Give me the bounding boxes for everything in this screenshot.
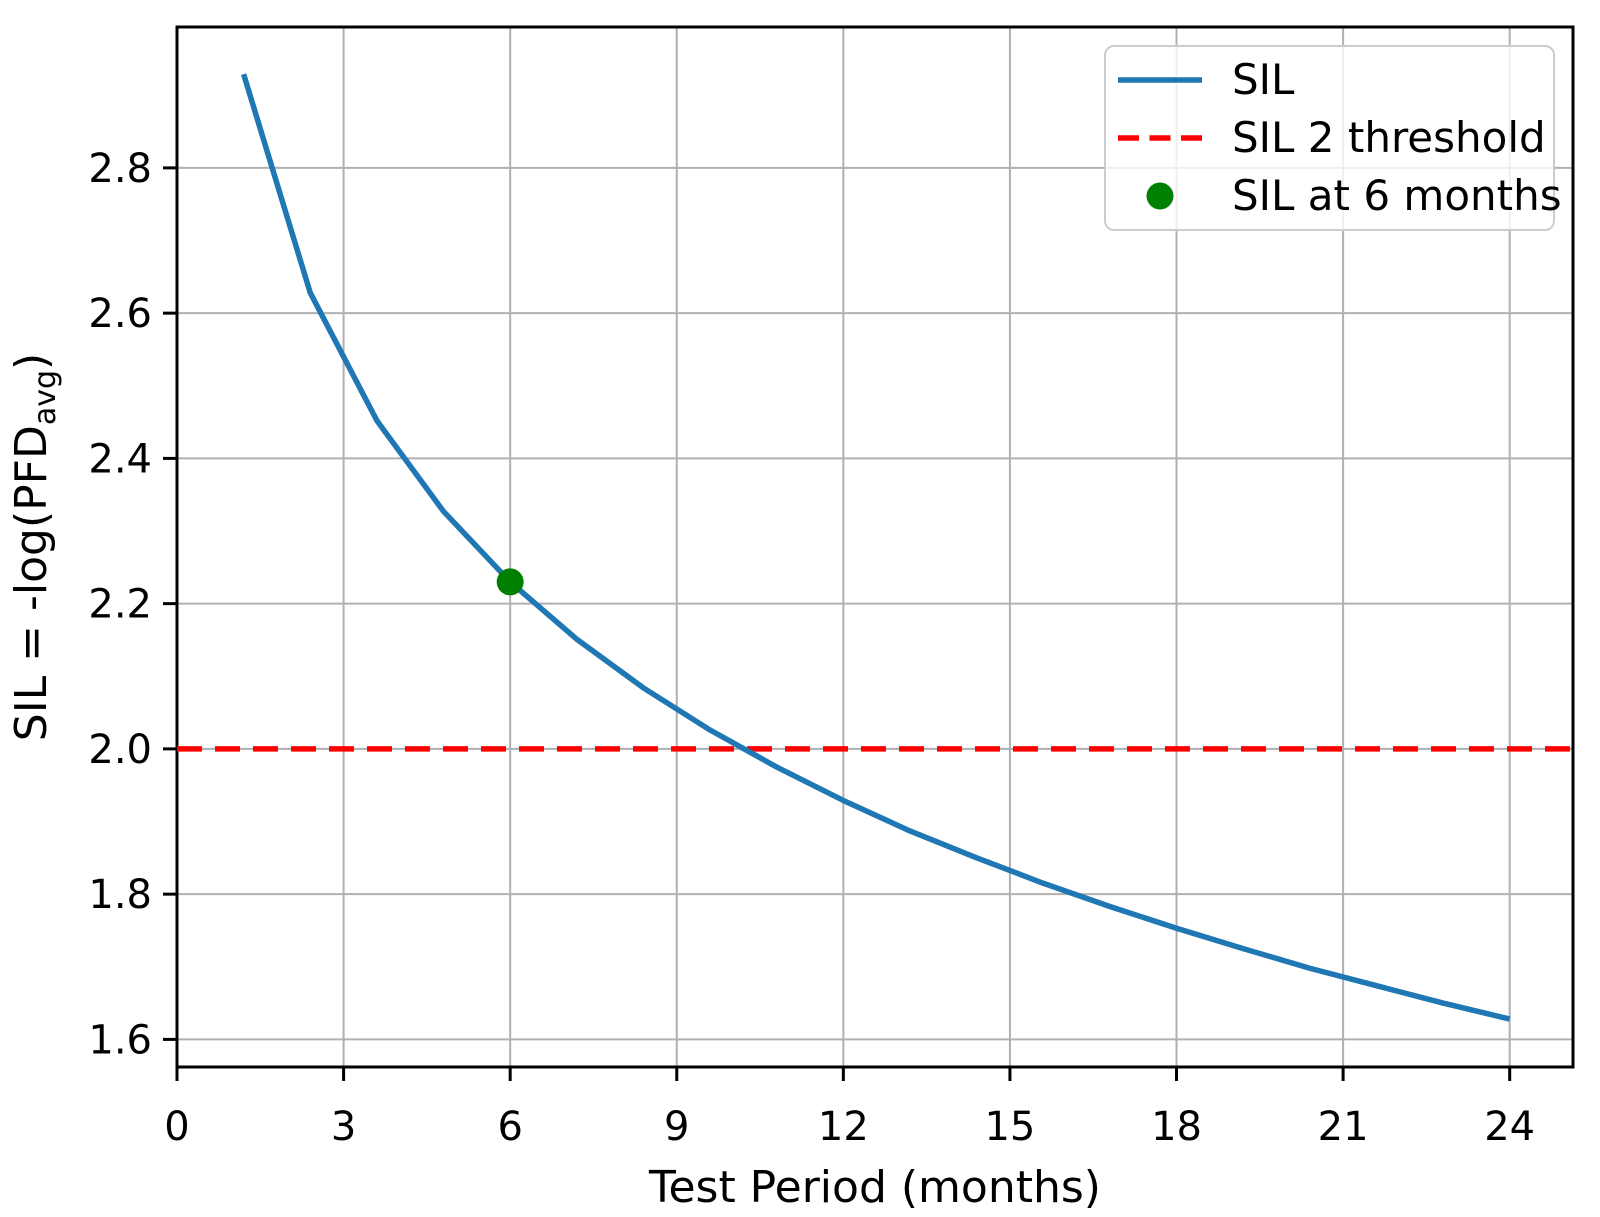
legend-label-marker: SIL at 6 months <box>1232 171 1562 220</box>
legend-item-threshold: SIL 2 threshold <box>1118 113 1546 162</box>
y-tick-labels: 1.6 1.8 2.0 2.2 2.4 2.6 2.8 <box>88 146 152 1064</box>
x-tick-label: 0 <box>164 1104 189 1150</box>
x-tick-label: 18 <box>1151 1104 1202 1150</box>
legend-item-sil: SIL <box>1118 55 1295 104</box>
sil-line <box>241 73 1511 1022</box>
y-axis-label-close: ) <box>6 353 57 370</box>
legend-item-marker: SIL at 6 months <box>1146 171 1562 220</box>
x-axis-label: Test Period (months) <box>648 1162 1101 1213</box>
x-tick-label: 9 <box>664 1104 689 1150</box>
legend: SIL SIL 2 threshold SIL at 6 months <box>1104 45 1562 231</box>
x-tick-label: 21 <box>1318 1104 1369 1150</box>
legend-box <box>1104 45 1555 231</box>
y-axis-label-main: SIL = -log(PFD <box>6 425 57 741</box>
x-ticks <box>175 1067 1512 1081</box>
y-tick-label: 2.4 <box>88 436 152 482</box>
y-tick-label: 1.8 <box>88 872 152 918</box>
x-tick-label: 15 <box>984 1104 1035 1150</box>
legend-sample-marker-dot <box>1146 182 1174 210</box>
sil-6-month-marker-dot <box>496 568 524 596</box>
y-tick-label: 2.6 <box>88 291 152 337</box>
legend-label-sil: SIL <box>1232 55 1295 104</box>
plot-border <box>175 25 1575 1069</box>
legend-label-threshold: SIL 2 threshold <box>1232 113 1546 162</box>
y-tick-label: 1.6 <box>88 1017 152 1063</box>
x-tick-labels: 0 3 6 9 12 15 18 21 24 <box>164 1104 1535 1150</box>
x-tick-label: 12 <box>818 1104 869 1150</box>
y-axis-label-subscript: avg <box>28 370 63 425</box>
y-axis-label: SIL = -log(PFDavg) <box>6 353 63 741</box>
y-ticks <box>163 166 177 1041</box>
y-tick-label: 2.2 <box>88 582 152 628</box>
x-tick-label: 3 <box>331 1104 356 1150</box>
y-tick-label: 2.0 <box>88 727 152 773</box>
x-tick-label: 6 <box>497 1104 522 1150</box>
y-tick-label: 2.8 <box>88 146 152 192</box>
x-tick-label: 24 <box>1484 1104 1535 1150</box>
